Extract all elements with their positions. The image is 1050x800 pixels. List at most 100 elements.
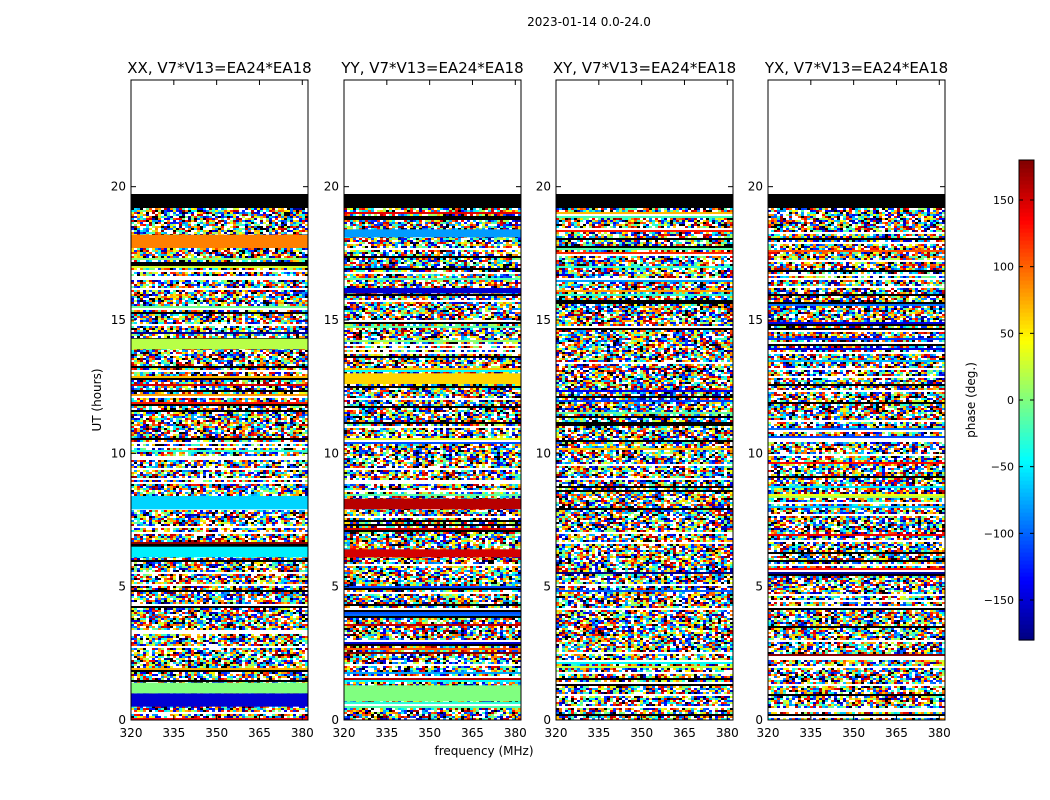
x-tick-label: 320 xyxy=(545,726,568,740)
colorbar-segment xyxy=(1019,584,1034,589)
colorbar-segment xyxy=(1019,252,1034,257)
phase-band xyxy=(344,549,521,558)
colorbar-segment xyxy=(1019,244,1034,249)
y-tick-label: 0 xyxy=(755,713,763,727)
colorbar-segment xyxy=(1019,448,1034,453)
colorbar-segment xyxy=(1019,372,1034,377)
colorbar-segment xyxy=(1019,368,1034,373)
colorbar-segment xyxy=(1019,508,1034,513)
panel-title: XX, V7*V13=EA24*EA18 xyxy=(127,59,311,77)
y-tick-label: 0 xyxy=(331,713,339,727)
phase-heatmap xyxy=(556,194,733,720)
colorbar-segment xyxy=(1019,248,1034,253)
phase-band xyxy=(131,546,308,558)
x-tick-label: 380 xyxy=(928,726,951,740)
colorbar-segment xyxy=(1019,396,1034,401)
phase-band xyxy=(344,498,521,510)
colorbar-segment xyxy=(1019,260,1034,265)
colorbar-tick-label: −150 xyxy=(984,594,1014,607)
y-tick-label: 10 xyxy=(324,446,339,460)
colorbar-segment xyxy=(1019,576,1034,581)
phase-heatmap xyxy=(131,194,308,720)
colorbar-segment xyxy=(1019,420,1034,425)
colorbar-segment xyxy=(1019,216,1034,221)
colorbar: −150 −100 −50 0 50 100 150 phase (deg.) xyxy=(964,159,1035,641)
colorbar-segment xyxy=(1019,376,1034,381)
colorbar-segment xyxy=(1019,292,1034,297)
colorbar-segment xyxy=(1019,588,1034,593)
colorbar-segment xyxy=(1019,512,1034,517)
phase-band xyxy=(131,682,308,694)
phase-band xyxy=(344,288,521,294)
phase-band xyxy=(131,693,308,707)
colorbar-segment xyxy=(1019,264,1034,269)
phase-heatmap xyxy=(768,194,945,720)
colorbar-segment xyxy=(1019,524,1034,529)
colorbar-segment xyxy=(1019,464,1034,469)
colorbar-segment xyxy=(1019,196,1034,201)
y-tick-label: 5 xyxy=(118,580,126,594)
y-tick-label: 10 xyxy=(748,446,763,460)
phase-band xyxy=(131,496,308,510)
colorbar-tick-label: 0 xyxy=(1007,394,1014,407)
colorbar-tick-label: −100 xyxy=(984,527,1014,540)
colorbar-segment xyxy=(1019,388,1034,393)
colorbar-segment xyxy=(1019,432,1034,437)
y-tick-label: 10 xyxy=(536,446,551,460)
colorbar-segment xyxy=(1019,504,1034,509)
colorbar-segment xyxy=(1019,168,1034,173)
colorbar-segment xyxy=(1019,188,1034,193)
colorbar-segment xyxy=(1019,536,1034,541)
x-tick-label: 380 xyxy=(504,726,527,740)
x-tick-label: 380 xyxy=(291,726,314,740)
colorbar-segment xyxy=(1019,632,1034,637)
flag-band xyxy=(556,194,733,208)
panel-yx: YX, V7*V13=EA24*EA18 0 5 10 15 20 320 335 350 365… xyxy=(748,59,951,740)
colorbar-segment xyxy=(1019,616,1034,621)
colorbar-segment xyxy=(1019,296,1034,301)
y-tick-label: 20 xyxy=(748,180,763,194)
colorbar-segment xyxy=(1019,384,1034,389)
colorbar-segment xyxy=(1019,312,1034,317)
colorbar-segment xyxy=(1019,552,1034,557)
colorbar-segment xyxy=(1019,172,1034,177)
colorbar-segment xyxy=(1019,528,1034,533)
colorbar-segment xyxy=(1019,236,1034,241)
colorbar-segment xyxy=(1019,240,1034,245)
colorbar-segment xyxy=(1019,304,1034,309)
colorbar-segment xyxy=(1019,192,1034,197)
panel-frame xyxy=(555,79,734,721)
colorbar-segment xyxy=(1019,320,1034,325)
colorbar-segment xyxy=(1019,272,1034,277)
x-tick-label: 365 xyxy=(673,726,696,740)
x-tick-label: 335 xyxy=(799,726,822,740)
colorbar-segment xyxy=(1019,324,1034,329)
y-tick-label: 20 xyxy=(536,180,551,194)
y-tick-label: 20 xyxy=(324,180,339,194)
colorbar-segment xyxy=(1019,408,1034,413)
colorbar-segment xyxy=(1019,492,1034,497)
y-tick-label: 5 xyxy=(543,580,551,594)
colorbar-segment xyxy=(1019,208,1034,213)
colorbar-segment xyxy=(1019,356,1034,361)
x-tick-label: 365 xyxy=(461,726,484,740)
colorbar-segment xyxy=(1019,596,1034,601)
colorbar-tick-label: 50 xyxy=(1000,327,1014,340)
panel-title: YY, V7*V13=EA24*EA18 xyxy=(340,59,523,77)
x-axis-label: frequency (MHz) xyxy=(434,744,533,758)
colorbar-segment xyxy=(1019,560,1034,565)
colorbar-tick-label: 100 xyxy=(993,261,1014,274)
colorbar-segment xyxy=(1019,456,1034,461)
colorbar-segment xyxy=(1019,500,1034,505)
x-tick-label: 365 xyxy=(885,726,908,740)
colorbar-segment xyxy=(1019,392,1034,397)
x-tick-label: 320 xyxy=(120,726,143,740)
colorbar-segment xyxy=(1019,532,1034,537)
y-tick-label: 0 xyxy=(118,713,126,727)
colorbar-segment xyxy=(1019,400,1034,405)
panel-frame xyxy=(767,79,946,721)
colorbar-segment xyxy=(1019,364,1034,369)
colorbar-segment xyxy=(1019,276,1034,281)
colorbar-segment xyxy=(1019,592,1034,597)
colorbar-segment xyxy=(1019,176,1034,181)
